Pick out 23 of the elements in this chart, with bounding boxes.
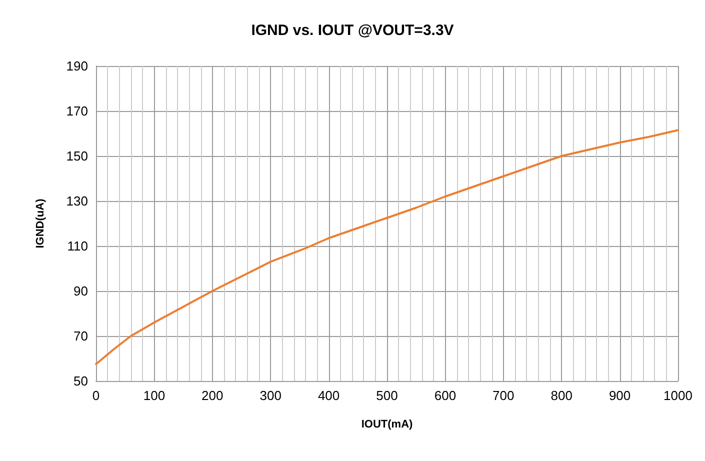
x-tick-label: 900 <box>608 388 631 403</box>
y-tick-label: 70 <box>74 328 88 344</box>
x-tick-label: 300 <box>260 388 282 403</box>
y-tick-label: 90 <box>74 284 88 298</box>
x-tick-label: 400 <box>318 388 340 403</box>
y-axis-title: IGND(uA) <box>34 198 46 248</box>
x-axis-title: IOUT(mA) <box>361 418 413 430</box>
x-tick-label: 500 <box>376 388 398 403</box>
x-tick-label: 600 <box>434 388 456 403</box>
x-tick-label: 0 <box>92 388 100 403</box>
y-tick-label: 190 <box>66 58 88 74</box>
y-tick-label: 130 <box>66 194 88 208</box>
y-tick-label: 170 <box>66 104 88 118</box>
x-tick-label: 200 <box>202 388 224 403</box>
x-tick-label: 700 <box>492 388 514 403</box>
y-tick-label: 50 <box>74 374 88 388</box>
chart-title: IGND vs. IOUT @VOUT=3.3V <box>251 22 454 39</box>
y-tick-label: 150 <box>66 148 88 164</box>
x-tick-label: 800 <box>550 388 572 403</box>
y-tick-label: 110 <box>67 238 88 254</box>
x-tick-label: 1000 <box>664 388 692 403</box>
line-series <box>95 129 679 366</box>
x-tick-label: 100 <box>143 388 166 403</box>
